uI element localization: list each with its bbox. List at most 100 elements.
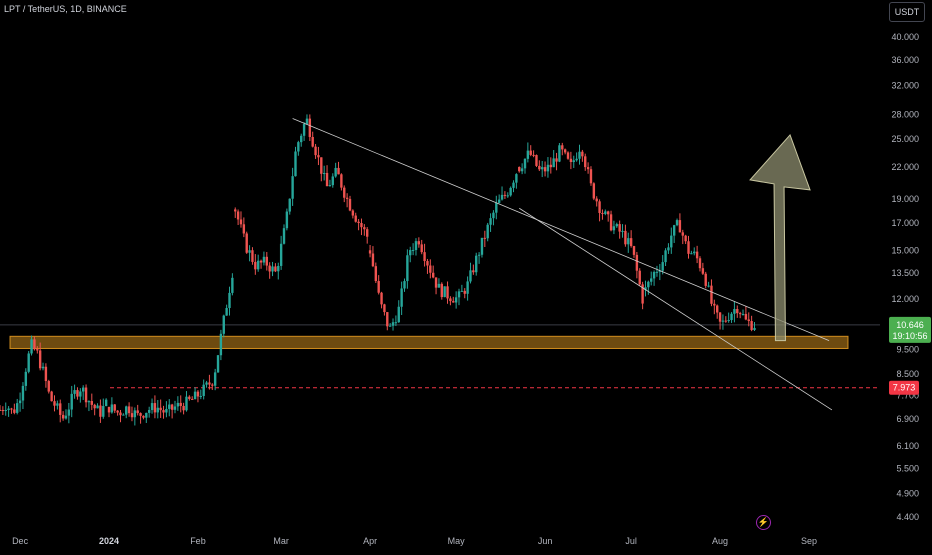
candle-body [638, 270, 641, 285]
candle-body [724, 320, 728, 322]
price-axis: 40.000 36.000 32.000 28.000 25.000 22.000 19.0… [891, 32, 919, 522]
candle-body [219, 333, 223, 356]
candle-body [598, 201, 601, 213]
candle-body [21, 385, 25, 401]
lightning-icon[interactable]: ⚡ [756, 515, 771, 530]
candle-body [632, 246, 636, 255]
candle-body [340, 174, 343, 188]
candle-body [139, 413, 142, 416]
candle-body [423, 252, 426, 262]
candle-body [707, 285, 710, 287]
candle-body [254, 261, 257, 270]
candle-body [136, 410, 139, 414]
candle-body [0, 409, 2, 411]
candle-body [211, 384, 214, 386]
candle-body [345, 197, 349, 199]
channel-upper-line [292, 118, 830, 342]
candle-body [538, 165, 541, 170]
candle-body [529, 150, 532, 155]
candle-body [176, 402, 180, 407]
candle-body [690, 253, 693, 255]
candle-body [156, 407, 159, 413]
symbol-title: LPT / TetherUS, 1D, BINANCE [4, 4, 127, 14]
candle-body [182, 405, 185, 411]
candle-body [670, 235, 673, 248]
candle-body [483, 237, 487, 239]
candle-body [443, 286, 446, 298]
candle-body [431, 272, 435, 278]
candle-body [684, 235, 687, 242]
candle-body [320, 157, 323, 174]
candle-body [612, 226, 616, 231]
candle-body [205, 382, 208, 385]
candle-body [695, 251, 699, 259]
candle-body [601, 212, 604, 214]
candle-body [595, 198, 598, 202]
candle-body [64, 415, 68, 419]
x-tick-label: May [448, 536, 466, 546]
currency-button[interactable]: USDT [889, 2, 925, 22]
candle-body [555, 158, 558, 162]
candle-body [282, 228, 286, 244]
candle-body [629, 238, 633, 247]
candle-body [162, 410, 165, 413]
candle-body [125, 406, 128, 415]
candle-body [168, 404, 171, 409]
candle-body [305, 118, 309, 125]
candle-body [658, 270, 662, 272]
x-tick-label: Feb [190, 536, 206, 546]
x-tick-label: Mar [273, 536, 289, 546]
candle-body [179, 402, 182, 406]
candle-body [733, 309, 736, 314]
candle-body [288, 198, 291, 212]
candle-body [73, 390, 76, 394]
candle-body [727, 320, 730, 322]
candle-body [701, 268, 705, 274]
candle-body [627, 238, 630, 245]
candle-body [18, 400, 22, 404]
candle-body [518, 167, 521, 172]
candle-body [604, 211, 607, 214]
candle-body [234, 209, 237, 212]
candle-body [87, 401, 91, 403]
candle-body [294, 151, 297, 177]
candle-body [687, 241, 690, 254]
candle-body [563, 149, 567, 153]
candle-body [222, 315, 225, 334]
candle-body [297, 142, 300, 152]
candle-body [715, 305, 719, 313]
candle-body [440, 283, 443, 298]
y-tick-label: 36.000 [891, 55, 919, 65]
candle-body [170, 404, 174, 410]
candle-body [268, 265, 271, 272]
candle-body [291, 176, 294, 199]
candle-body [506, 195, 509, 197]
candle-body [437, 283, 441, 288]
candle-body [76, 390, 79, 397]
candle-body [13, 409, 16, 413]
candle-body [371, 253, 375, 267]
candle-body [569, 158, 573, 163]
candle-body [30, 339, 33, 354]
candle-body [526, 150, 530, 159]
candle-body [655, 271, 659, 273]
candle-body [102, 405, 105, 417]
candle-body [256, 260, 260, 270]
candle-body [142, 415, 145, 418]
y-tick-label: 5.500 [896, 463, 919, 473]
last-price-badge [889, 316, 931, 343]
candle-body [383, 304, 386, 313]
candle-body [618, 224, 621, 232]
candle-body [191, 398, 194, 400]
candle-body [357, 221, 360, 224]
candle-body [546, 164, 550, 172]
candle-body [173, 406, 177, 410]
candle-body [328, 185, 332, 187]
candle-body [70, 393, 73, 410]
candle-body [730, 313, 733, 321]
candle-body [486, 224, 489, 239]
candle-body [147, 409, 151, 413]
candle-body [572, 160, 575, 163]
